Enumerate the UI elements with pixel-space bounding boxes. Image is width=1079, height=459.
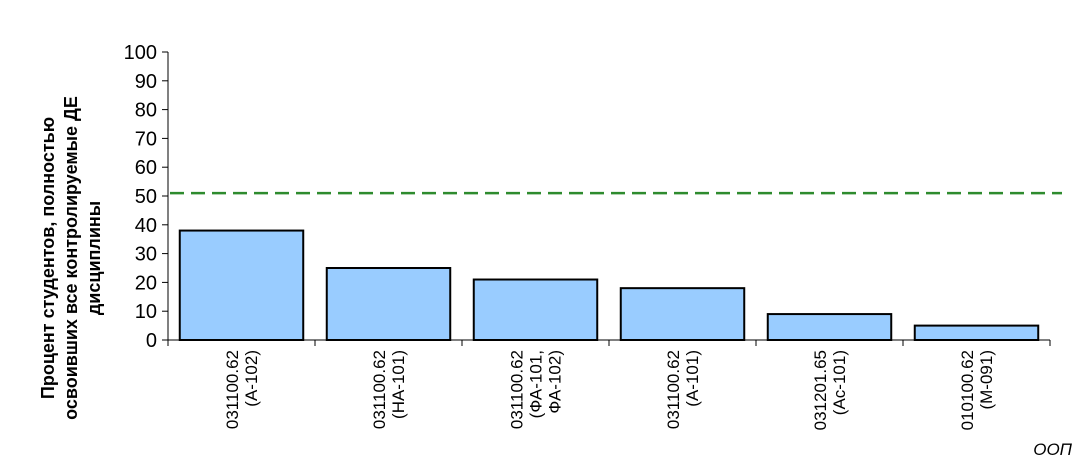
x-tick-label: (А-101) bbox=[683, 350, 702, 407]
y-axis-title-line: дисциплины bbox=[84, 201, 104, 315]
y-tick-label: 10 bbox=[135, 301, 157, 323]
y-axis-title: Процент студентов, полностью освоивших вс… bbox=[38, 96, 104, 420]
x-tick-label: ФА-102) bbox=[546, 350, 565, 414]
x-tick-label: 031100.62 bbox=[370, 350, 389, 429]
bar bbox=[178, 229, 305, 341]
y-axis-title-line: Процент студентов, полностью bbox=[38, 117, 58, 399]
x-tick-label: 031100.62 bbox=[664, 350, 683, 429]
bar bbox=[619, 287, 746, 342]
y-tick-label: 40 bbox=[135, 215, 157, 237]
y-tick-label: 60 bbox=[135, 157, 157, 179]
y-tick-label: 90 bbox=[135, 71, 157, 93]
x-axis-title: ООП bbox=[1033, 440, 1072, 459]
y-tick-label: 20 bbox=[135, 272, 157, 294]
x-tick-label: 010100.62 bbox=[958, 350, 977, 430]
y-tick-label: 100 bbox=[124, 42, 157, 64]
y-tick-label: 70 bbox=[135, 128, 157, 150]
y-axis-title-line: освоивших все контролируемые ДЕ bbox=[61, 96, 81, 420]
x-axis bbox=[167, 339, 1051, 346]
x-tick-label: (ФА-101, bbox=[527, 350, 546, 418]
x-tick-label: (Ас-101) bbox=[830, 350, 849, 415]
x-tick-label: (А-102) bbox=[242, 350, 261, 407]
y-axis-ticks: 0 10 20 30 40 50 60 70 80 90 100 bbox=[124, 42, 169, 352]
x-tick-label: (НА-101) bbox=[389, 350, 408, 419]
bar bbox=[766, 313, 893, 341]
bars bbox=[178, 229, 1040, 342]
bar bbox=[325, 267, 452, 341]
y-tick-label: 30 bbox=[135, 244, 157, 266]
x-tick-label: 031201.65 bbox=[811, 350, 830, 430]
y-tick-label: 0 bbox=[146, 330, 157, 352]
bar bbox=[913, 324, 1040, 342]
category-labels: 031100.62 (А-102) 031100.62 (НА-101) 031100.… bbox=[223, 350, 996, 430]
bar bbox=[472, 278, 599, 341]
y-tick-label: 80 bbox=[135, 100, 157, 122]
x-tick-label: 031100.62 bbox=[508, 350, 527, 429]
y-tick-label: 50 bbox=[135, 186, 157, 208]
x-tick-label: (М-091) bbox=[977, 350, 996, 410]
x-tick-label: 031100.62 bbox=[223, 350, 242, 429]
